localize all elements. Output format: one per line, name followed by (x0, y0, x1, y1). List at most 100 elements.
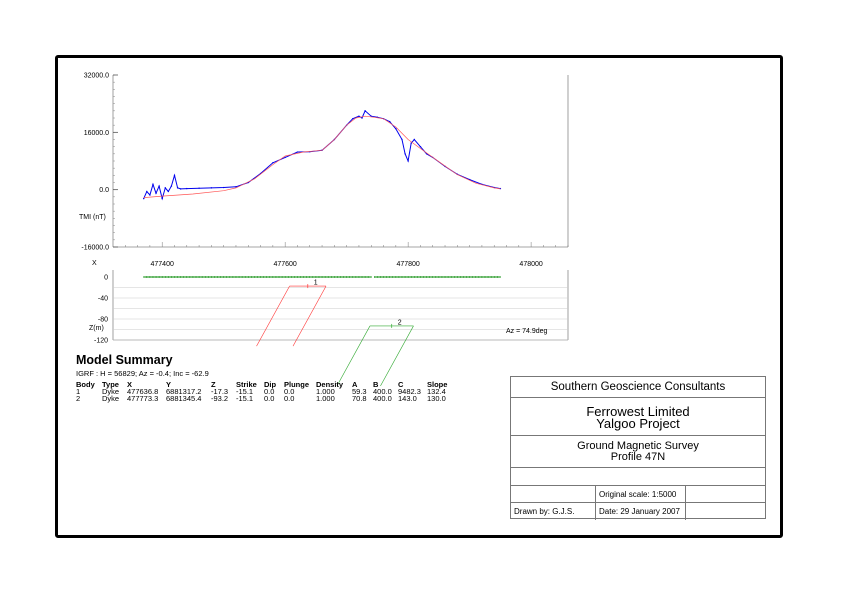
observed-point (222, 186, 225, 189)
table-cell: 0.0 (264, 394, 275, 403)
company-name: Southern Geoscience Consultants (550, 381, 726, 393)
table-cell: 1.000 (316, 387, 335, 396)
client-cell: Ferrowest Limited Yalgoo Project (511, 397, 765, 436)
observed-point (352, 118, 354, 120)
observed-point (395, 128, 397, 130)
table-header-cell: A (352, 380, 358, 389)
observed-point (143, 197, 145, 200)
observed-point (364, 110, 366, 112)
section-tick-label: -80 (98, 317, 108, 324)
table-header-cell: Body (76, 380, 95, 389)
y-tick-label: 0.0 (99, 187, 109, 194)
observed-point (296, 151, 299, 153)
observed-point (173, 174, 176, 177)
body-1: 1 (256, 280, 327, 347)
observed-point (358, 115, 360, 117)
table-cell: Dyke (102, 394, 120, 403)
observed-point (146, 190, 148, 193)
table-cell: 477636.8 (127, 387, 159, 396)
observed-point (410, 142, 412, 144)
observed-point (401, 138, 403, 141)
body-label: 1 (314, 280, 318, 287)
table-cell: 400.0 (373, 394, 392, 403)
table-header-cell: Z (211, 380, 216, 389)
observed-point (164, 187, 166, 189)
observed-point (161, 197, 163, 200)
observed-point (158, 185, 160, 187)
depth-section: 0-40-80-120 Z(m) 12 Az = 74.9deg (89, 270, 569, 387)
section-y-label: Z(m) (89, 325, 104, 332)
table-cell: 477773.3 (127, 394, 159, 403)
company-cell: Southern Geoscience Consultants (511, 377, 765, 397)
observed-point (155, 192, 157, 194)
calculated-series (143, 115, 501, 198)
table-cell: -93.2 (211, 394, 229, 403)
table-cell: 1.000 (316, 394, 335, 403)
drawn-row: Drawn by: G.J.S. Date: 29 January 2007 (511, 502, 765, 520)
observed-point (419, 145, 422, 148)
bodies-group: 12 (256, 280, 414, 387)
y-ticks: 32000.0 16000.0 0.0 -16000.0 (81, 73, 118, 252)
table-cell: 0.0 (284, 394, 295, 403)
client-line-2: Yalgoo Project (596, 416, 680, 431)
observed-point (152, 183, 154, 185)
x-tick-label: 477800 (396, 261, 419, 268)
blank-row (511, 467, 765, 486)
table-header-cell: Type (102, 380, 119, 389)
observed-point (413, 138, 415, 141)
summary-title: Model Summary (76, 353, 173, 367)
igrf-line: IGRF : H = 56829; Az = -0.4; Inc = -62.9 (76, 369, 209, 378)
observed-point (198, 187, 200, 189)
section-tick-label: -40 (98, 296, 108, 303)
body-edge-right (380, 325, 414, 387)
body-label: 2 (398, 319, 402, 326)
y-tick-label: 16000.0 (84, 130, 109, 137)
observed-point (235, 186, 237, 188)
scale-row: Original scale: 1:5000 (511, 485, 765, 503)
survey-cell: Ground Magnetic Survey Profile 47N (511, 435, 765, 468)
table-header-cell: Plunge (284, 380, 310, 389)
observed-point (170, 185, 173, 187)
table-cell: 9482.3 (398, 387, 421, 396)
y-tick-label: 32000.0 (84, 73, 109, 80)
client-line-1: Ferrowest Limited (586, 404, 690, 419)
x-tick-label: 477600 (273, 261, 296, 268)
observed-series (143, 109, 501, 201)
table-header-cell: Strike (236, 380, 257, 389)
x-axis-label: X (92, 260, 97, 267)
table-header-cell: B (373, 380, 379, 389)
table-cell: 400.0 (373, 387, 392, 396)
drawing-frame (55, 55, 783, 538)
drawing-date: Date: 29 January 2007 (599, 507, 680, 516)
x-tick-label: 478000 (519, 261, 542, 268)
table-cell: 1 (76, 387, 81, 396)
drawn-by: Drawn by: G.J.S. (514, 507, 575, 516)
observed-point (179, 188, 182, 190)
observed-point (176, 187, 179, 189)
body-edge-right (292, 285, 327, 347)
station-line (143, 276, 501, 278)
series-group (143, 109, 502, 201)
observed-point (284, 156, 286, 159)
table-cell: 143.0 (398, 394, 417, 403)
y-axis-label: TMI (nT) (79, 214, 106, 221)
table-header-cell: Slope (427, 380, 448, 389)
table-header-cell: X (127, 380, 133, 389)
observed-point (404, 153, 406, 155)
survey-line-2: Profile 47N (610, 451, 666, 463)
observed-point (407, 160, 409, 162)
x-ticks: 477400 477600 477800 478000 (125, 242, 569, 268)
table-cell: 6881317.2 (166, 387, 202, 396)
section-tick-label: 0 (104, 275, 108, 282)
observed-point (272, 162, 274, 164)
table-cell: 70.8 (352, 394, 367, 403)
survey-line-1: Ground Magnetic Survey (577, 440, 699, 452)
table-header-cell: Y (166, 380, 172, 389)
body-2: 2 (336, 319, 414, 387)
table-cell: -15.1 (236, 394, 254, 403)
section-grid (113, 287, 568, 341)
table-cell: 132.4 (427, 387, 446, 396)
body-edge-left (256, 285, 290, 347)
